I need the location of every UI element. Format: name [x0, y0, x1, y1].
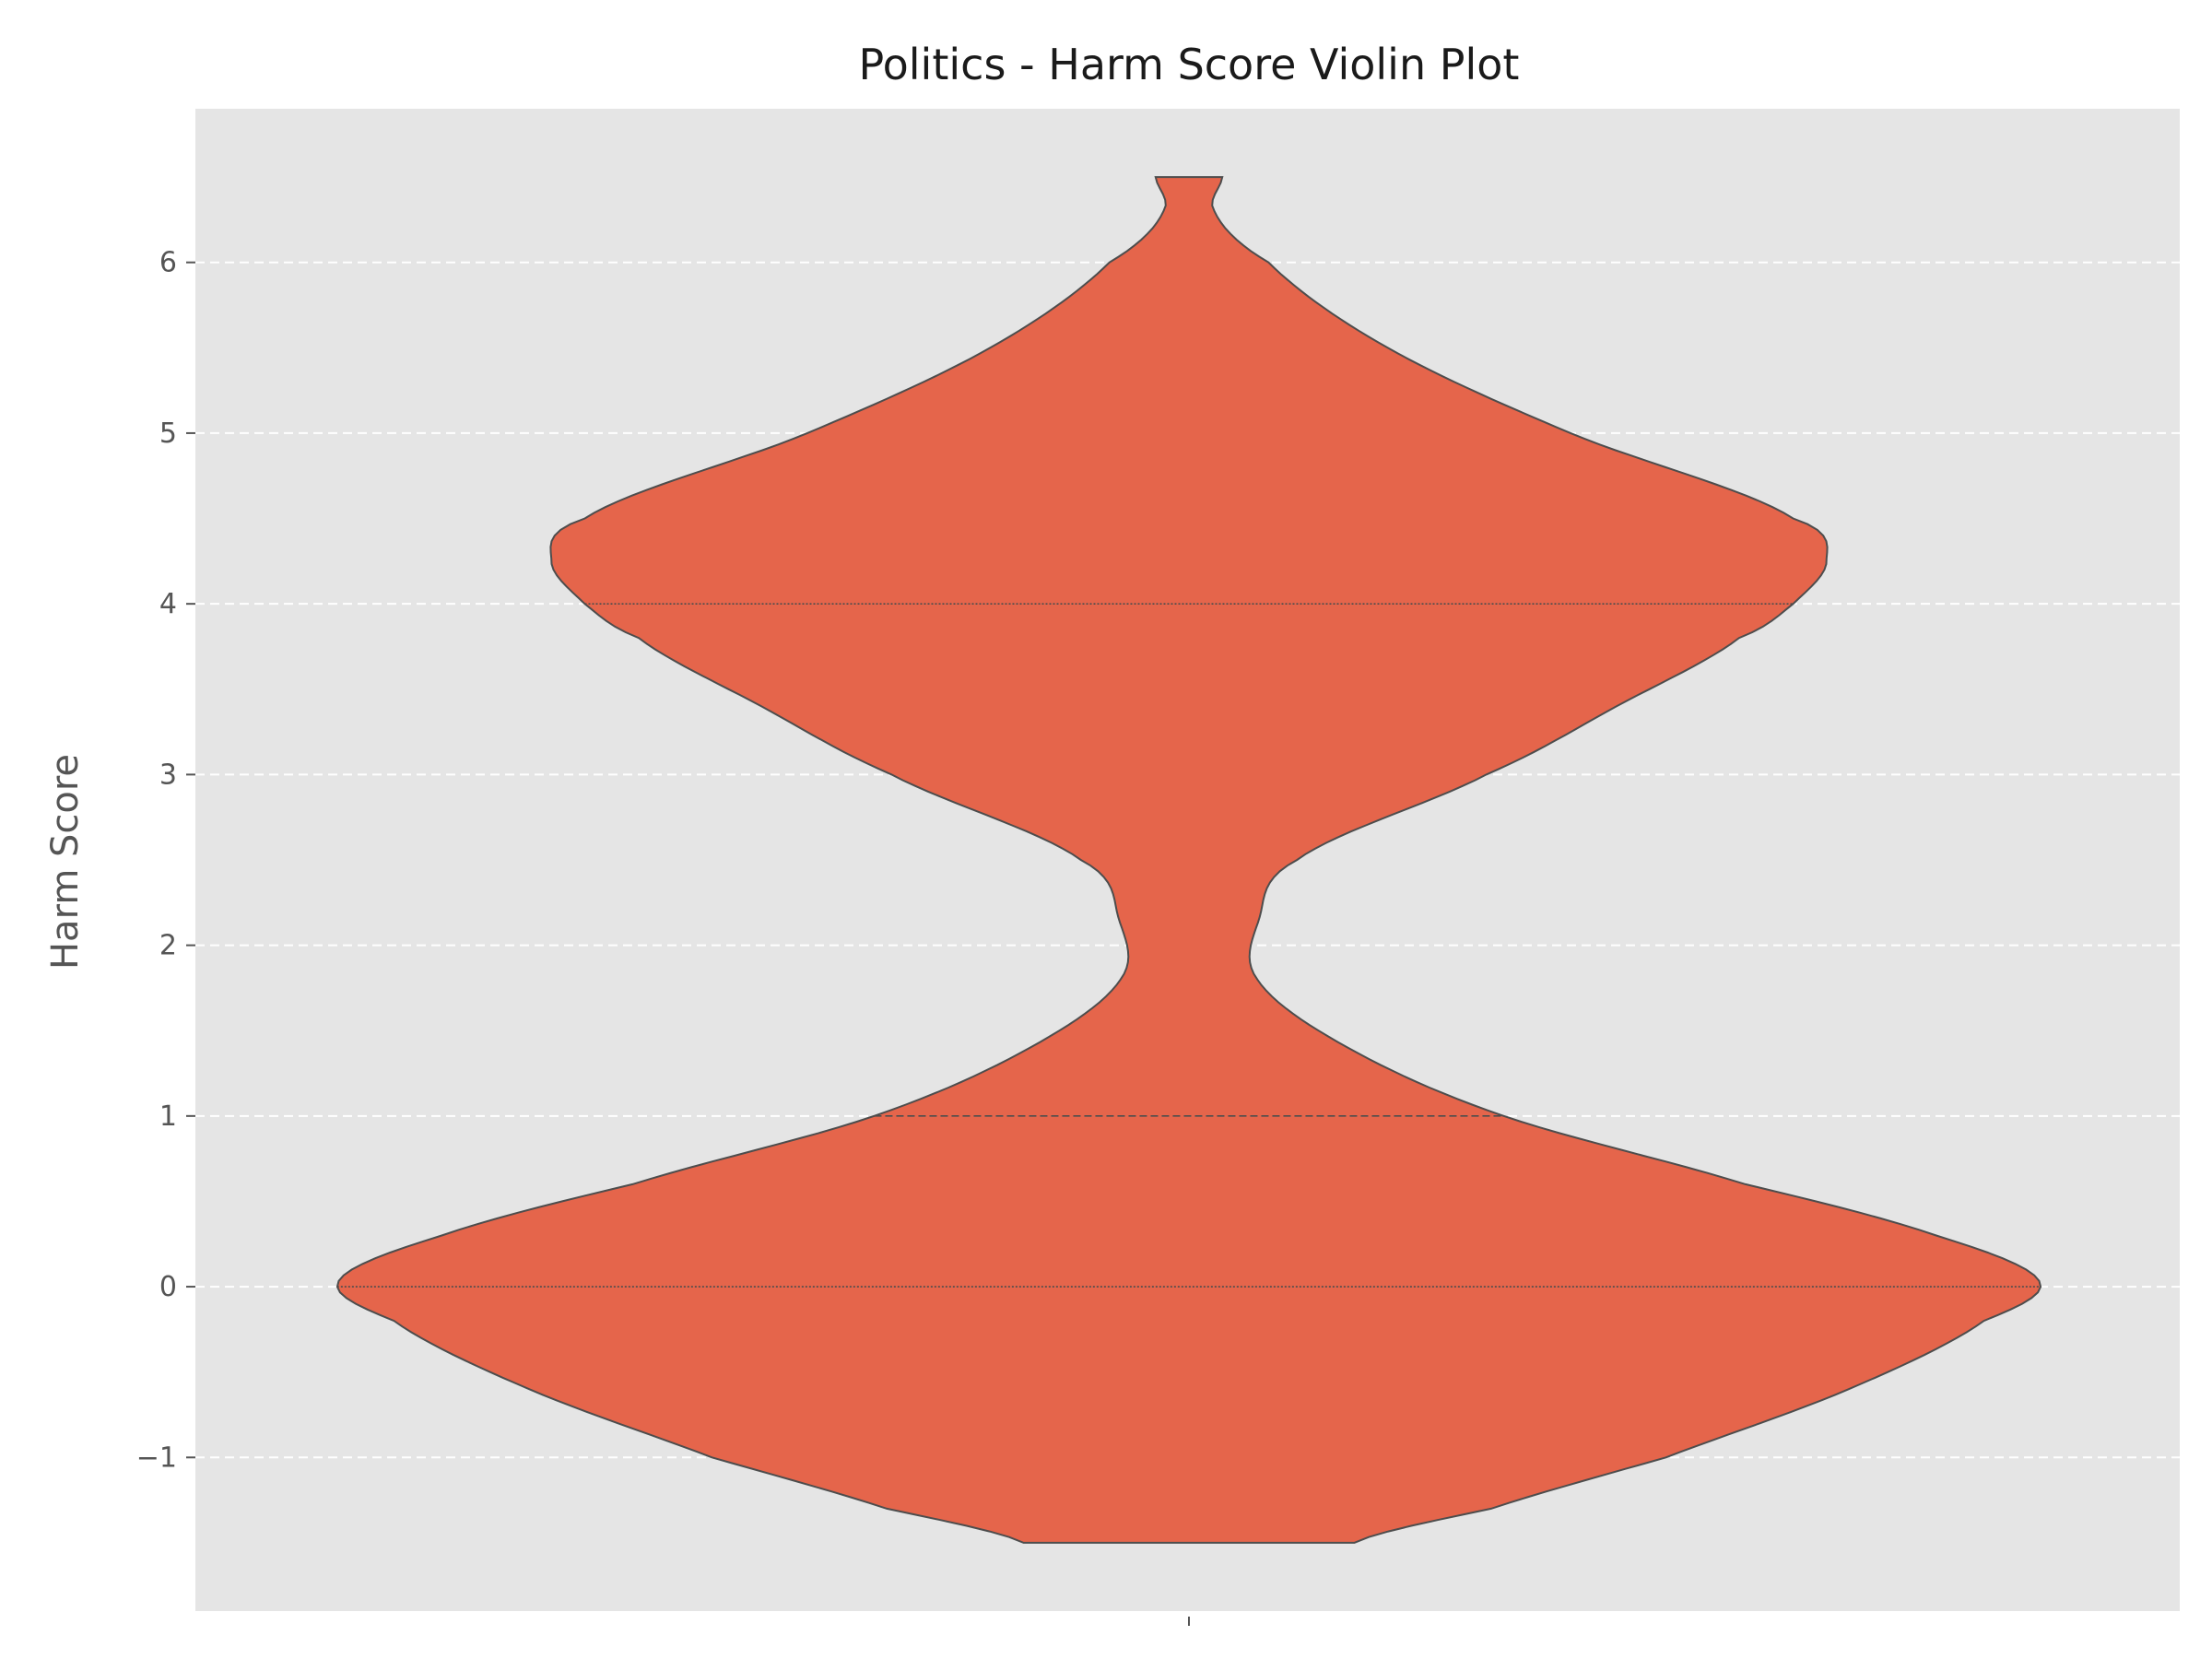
quartile-lines — [336, 603, 2041, 1288]
y-tick-label: 4 — [159, 588, 177, 620]
y-tick-label: 2 — [159, 930, 177, 962]
y-tick-label: 3 — [159, 759, 177, 791]
chart-title: Politics - Harm Score Violin Plot — [859, 40, 1520, 89]
y-tick-label: 5 — [159, 418, 177, 450]
violin-body — [335, 176, 2042, 1544]
violin-layer — [335, 176, 2042, 1544]
y-tick-label: 6 — [159, 247, 177, 279]
y-tick-label: 0 — [159, 1271, 177, 1303]
y-axis-ticks: −1 0 1 2 3 4 5 6 — [136, 247, 195, 1474]
y-tick-label: −1 — [136, 1441, 177, 1474]
y-axis-label: Harm Score — [44, 754, 87, 970]
y-tick-label: 1 — [159, 1100, 177, 1133]
